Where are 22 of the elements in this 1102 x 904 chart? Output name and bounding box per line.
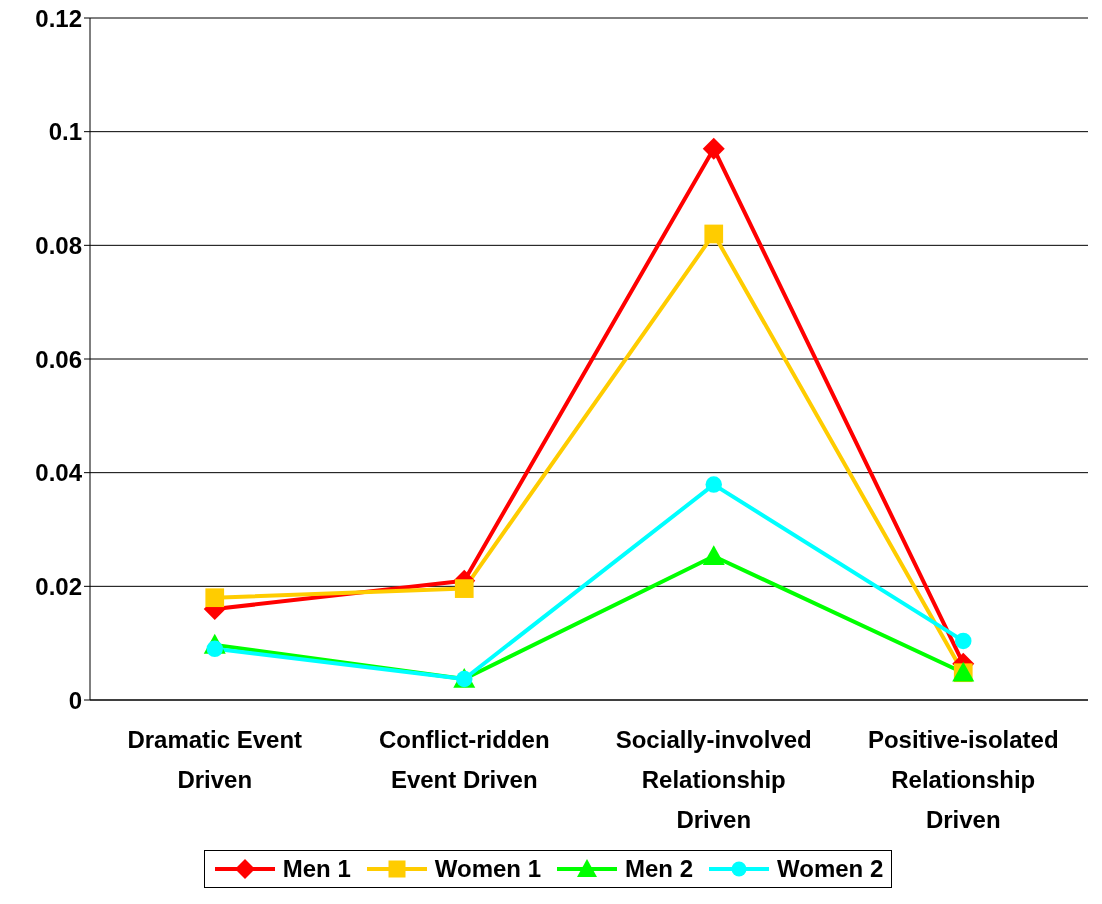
point <box>205 588 225 608</box>
point <box>702 545 725 566</box>
legend-label: Men 2 <box>625 855 694 883</box>
point <box>705 476 722 493</box>
point <box>454 579 474 598</box>
y-tick-label: 0 <box>68 686 82 714</box>
y-tick-label: 0.04 <box>35 459 83 487</box>
y-tick-label: 0.08 <box>35 231 82 259</box>
x-tick-label: Positive-isolated Relationship Driven <box>867 726 1059 833</box>
x-tick-label: Dramatic Event Driven <box>127 726 303 793</box>
x-tick-label: Conflict-ridden Event Driven <box>378 726 550 793</box>
point <box>702 137 725 160</box>
y-tick-label: 0.12 <box>35 4 82 32</box>
legend-label: Women 1 <box>434 855 541 883</box>
legend-label: Women 2 <box>777 855 884 883</box>
y-tick-label: 0.02 <box>35 572 82 600</box>
y-tick-label: 0.1 <box>48 118 82 146</box>
x-tick-label: Socially-involved Relationship Driven <box>615 726 812 833</box>
legend-label: Men 1 <box>282 855 351 883</box>
point <box>704 224 724 244</box>
y-tick-label: 0.06 <box>35 345 82 373</box>
point <box>955 632 972 650</box>
